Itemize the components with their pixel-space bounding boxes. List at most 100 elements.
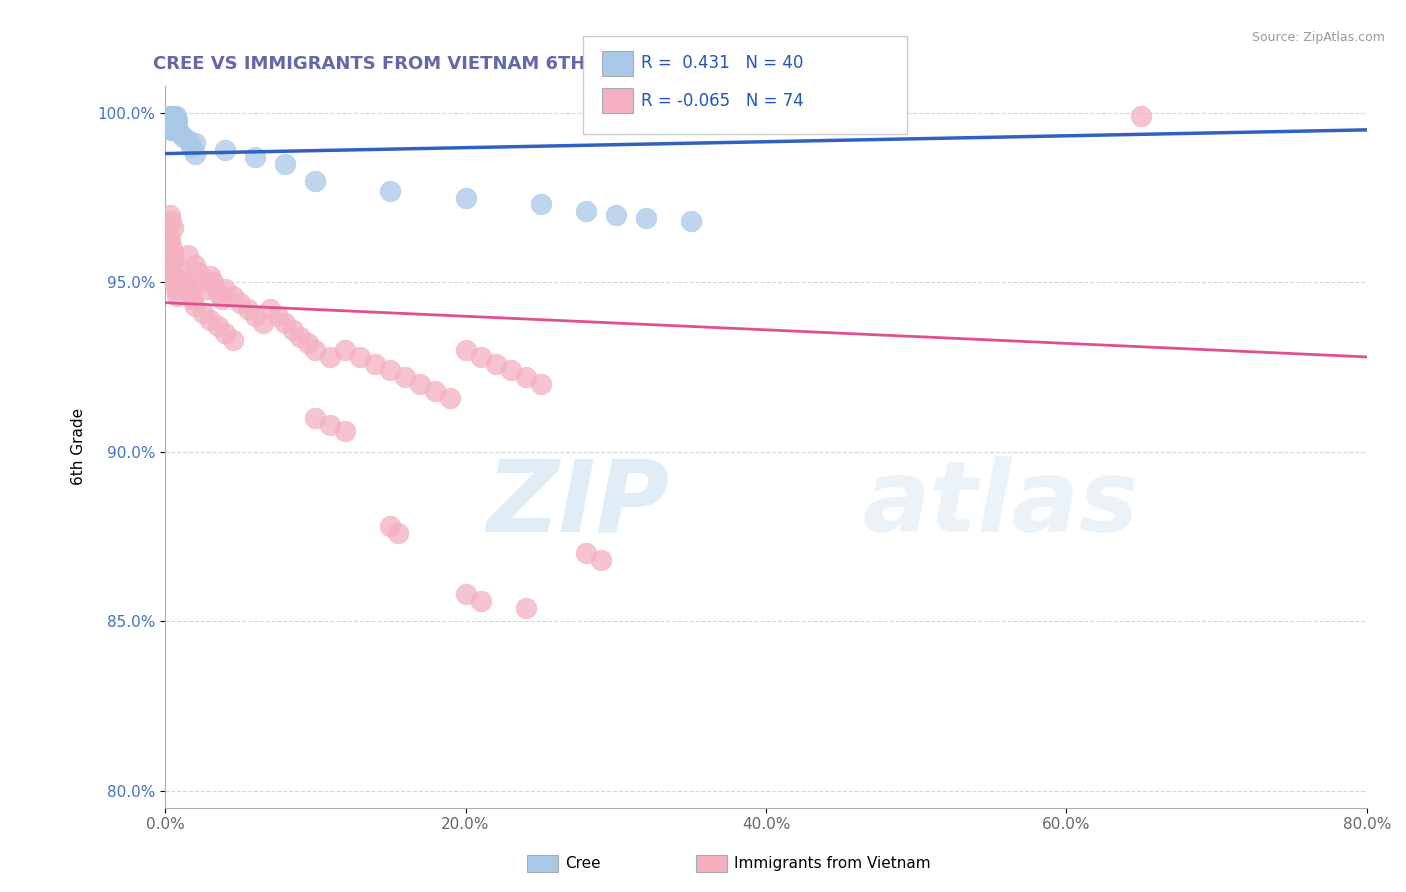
Point — [387, 526, 409, 541]
Point — [169, 265, 191, 279]
Point — [176, 133, 198, 147]
Point — [166, 112, 188, 127]
Point — [163, 116, 186, 130]
Point — [191, 276, 214, 290]
Point — [589, 553, 612, 567]
Point — [163, 252, 186, 266]
Point — [484, 357, 506, 371]
Point — [259, 302, 281, 317]
Point — [454, 191, 477, 205]
Point — [229, 295, 252, 310]
Point — [187, 265, 209, 279]
Text: R =  0.431   N = 40: R = 0.431 N = 40 — [641, 54, 803, 72]
Point — [160, 261, 183, 276]
Point — [304, 343, 326, 358]
Point — [179, 285, 201, 300]
Point — [1130, 109, 1153, 123]
Point — [221, 289, 243, 303]
Point — [515, 370, 537, 384]
Point — [162, 112, 184, 127]
Point — [530, 377, 553, 392]
Point — [364, 357, 387, 371]
Point — [394, 370, 416, 384]
Point — [380, 363, 402, 377]
Point — [380, 184, 402, 198]
Point — [176, 248, 198, 262]
Point — [214, 326, 236, 341]
Point — [166, 289, 188, 303]
Point — [349, 350, 371, 364]
Point — [515, 600, 537, 615]
Point — [162, 244, 184, 259]
Point — [166, 116, 188, 130]
Point — [274, 316, 297, 330]
Point — [425, 384, 447, 398]
Point — [575, 204, 598, 219]
Point — [163, 112, 186, 127]
Point — [290, 329, 312, 343]
Text: CREE VS IMMIGRANTS FROM VIETNAM 6TH GRADE CORRELATION CHART: CREE VS IMMIGRANTS FROM VIETNAM 6TH GRAD… — [153, 55, 883, 73]
Point — [198, 268, 221, 283]
Point — [575, 547, 598, 561]
Point — [159, 116, 181, 130]
Point — [160, 112, 183, 127]
Point — [172, 129, 194, 144]
Point — [198, 312, 221, 326]
Point — [160, 214, 183, 228]
Point — [236, 302, 259, 317]
Point — [335, 425, 357, 439]
Y-axis label: 6th Grade: 6th Grade — [72, 409, 86, 485]
Point — [335, 343, 357, 358]
Point — [202, 276, 225, 290]
Point — [184, 259, 207, 273]
Point — [163, 109, 186, 123]
Point — [162, 120, 184, 134]
Text: Cree: Cree — [565, 856, 600, 871]
Point — [160, 120, 183, 134]
Point — [159, 208, 181, 222]
Point — [304, 174, 326, 188]
Point — [160, 123, 183, 137]
Point — [267, 310, 290, 324]
Point — [169, 126, 191, 140]
Point — [470, 594, 492, 608]
Point — [165, 112, 187, 127]
Point — [530, 197, 553, 211]
Point — [160, 109, 183, 123]
Point — [163, 276, 186, 290]
Point — [221, 333, 243, 347]
Point — [184, 146, 207, 161]
Point — [162, 221, 184, 235]
Point — [160, 116, 183, 130]
Text: atlas: atlas — [862, 456, 1139, 553]
Point — [165, 109, 187, 123]
Text: Source: ZipAtlas.com: Source: ZipAtlas.com — [1251, 31, 1385, 45]
Point — [159, 120, 181, 134]
Point — [245, 310, 267, 324]
Text: Immigrants from Vietnam: Immigrants from Vietnam — [734, 856, 931, 871]
Point — [180, 140, 202, 154]
Point — [214, 143, 236, 157]
Point — [454, 587, 477, 601]
Point — [163, 123, 186, 137]
Point — [319, 350, 342, 364]
Point — [207, 285, 229, 300]
Point — [274, 157, 297, 171]
Point — [470, 350, 492, 364]
Point — [679, 214, 702, 228]
Point — [159, 255, 181, 269]
Point — [165, 282, 187, 296]
Point — [162, 268, 184, 283]
Point — [159, 112, 181, 127]
Point — [181, 293, 204, 307]
Point — [297, 336, 319, 351]
Point — [165, 116, 187, 130]
Point — [634, 211, 657, 225]
Point — [454, 343, 477, 358]
Point — [184, 299, 207, 313]
Point — [159, 231, 181, 245]
Point — [162, 109, 184, 123]
Point — [184, 136, 207, 151]
Point — [499, 363, 522, 377]
Point — [207, 319, 229, 334]
